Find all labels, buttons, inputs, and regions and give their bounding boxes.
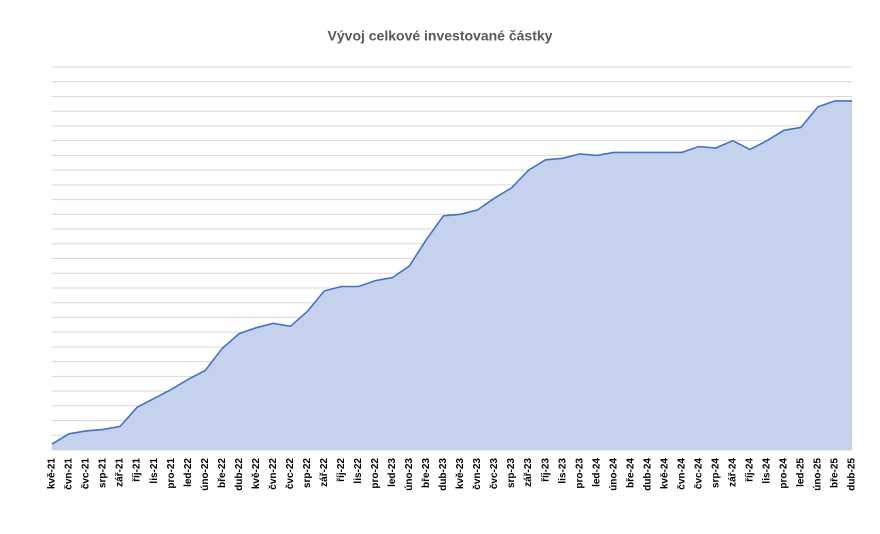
x-tick-label: kvě-21 bbox=[47, 458, 58, 490]
x-tick-label: srp-23 bbox=[506, 458, 517, 488]
x-tick-label: led-25 bbox=[796, 458, 807, 487]
x-tick-label: zář-21 bbox=[115, 458, 126, 487]
x-tick-label: lis-24 bbox=[762, 458, 773, 484]
x-tick-label: říj-24 bbox=[745, 458, 756, 482]
x-tick-label: čvc-21 bbox=[81, 458, 92, 490]
x-tick-label: úno-22 bbox=[200, 458, 211, 491]
x-tick-label: čvn-24 bbox=[676, 458, 687, 490]
x-tick-label: dub-22 bbox=[234, 458, 245, 491]
x-tick-label: bře-25 bbox=[830, 458, 841, 488]
x-tick-label: čvc-22 bbox=[285, 458, 296, 490]
x-tick-label: kvě-24 bbox=[659, 458, 670, 490]
x-tick-label: dub-25 bbox=[847, 458, 858, 491]
x-tick-label: pro-24 bbox=[779, 458, 790, 489]
x-tick-label: zář-24 bbox=[727, 458, 738, 487]
x-tick-label: led-23 bbox=[387, 458, 398, 487]
x-tick-label: čvn-21 bbox=[64, 458, 75, 490]
x-tick-label: čvc-23 bbox=[489, 458, 500, 490]
area-line bbox=[51, 100, 852, 445]
x-tick-label: bře-24 bbox=[625, 458, 636, 488]
x-tick-label: úno-24 bbox=[608, 458, 619, 491]
x-tick-label: úno-23 bbox=[404, 458, 415, 491]
x-tick-label: říj-22 bbox=[336, 458, 347, 482]
x-tick-label: říj-23 bbox=[540, 458, 551, 482]
x-tick-label: bře-23 bbox=[421, 458, 432, 488]
x-tick-label: srp-24 bbox=[710, 458, 721, 488]
area-fill bbox=[52, 100, 852, 451]
chart-title: Vývoj celkové investované částky bbox=[328, 28, 553, 44]
x-tick-label: led-24 bbox=[591, 458, 602, 487]
x-tick-label: kvě-23 bbox=[455, 458, 466, 490]
x-tick-label: pro-23 bbox=[574, 458, 585, 489]
x-tick-label: srp-22 bbox=[302, 458, 313, 488]
x-tick-label: zář-23 bbox=[523, 458, 534, 487]
x-tick-label: bře-22 bbox=[217, 458, 228, 488]
x-tick-label: říj-21 bbox=[132, 458, 143, 482]
x-tick-label: pro-22 bbox=[370, 458, 381, 489]
x-tick-label: lis-22 bbox=[353, 458, 364, 484]
x-tick-label: úno-25 bbox=[813, 458, 824, 491]
x-tick-label: kvě-22 bbox=[251, 458, 262, 490]
x-tick-label: čvn-22 bbox=[268, 458, 279, 490]
x-tick-label: srp-21 bbox=[98, 458, 109, 488]
x-tick-label: pro-21 bbox=[166, 458, 177, 489]
x-tick-label: lis-21 bbox=[149, 458, 160, 484]
x-tick-label: čvc-24 bbox=[693, 458, 704, 490]
x-tick-label: čvn-23 bbox=[472, 458, 483, 490]
x-tick-label: dub-24 bbox=[642, 458, 653, 491]
x-tick-label: zář-22 bbox=[319, 458, 330, 487]
x-tick-label: led-22 bbox=[183, 458, 194, 487]
x-tick-label: dub-23 bbox=[438, 458, 449, 491]
x-tick-label: lis-23 bbox=[557, 458, 568, 484]
